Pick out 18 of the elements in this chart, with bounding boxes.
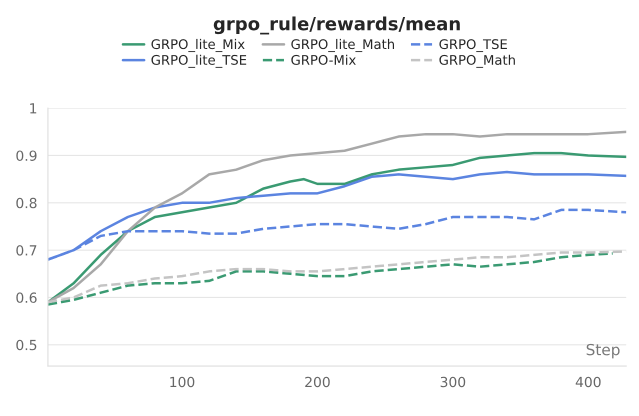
y-tick-label: 0.6 <box>16 292 37 303</box>
legend-label: GRPO-Mix <box>291 54 356 65</box>
y-tick-label: 0.5 <box>16 340 36 350</box>
x-tick-label: 400 <box>576 376 601 388</box>
legend-label: GRPO_Math <box>439 54 515 68</box>
x-tick-label: 300 <box>440 376 466 388</box>
y-tick-label: 0.9 <box>16 150 37 161</box>
y-tick-label: 0.7 <box>16 245 36 256</box>
legend-label: GRPO_lite_Math <box>291 38 394 52</box>
chart-title: grpo_rule/rewards/mean <box>214 16 460 34</box>
legend-label: GRPO_TSE <box>439 39 507 52</box>
y-tick-label: 1 <box>30 103 36 114</box>
x-tick-label: 200 <box>305 376 330 388</box>
y-tick-label: 0.8 <box>16 198 37 208</box>
x-axis-title: Step <box>586 344 620 358</box>
legend-label: GRPO_lite_TSE <box>151 54 246 68</box>
legend-label: GRPO_lite_Mix <box>151 38 245 52</box>
x-tick-label: 100 <box>170 376 194 388</box>
